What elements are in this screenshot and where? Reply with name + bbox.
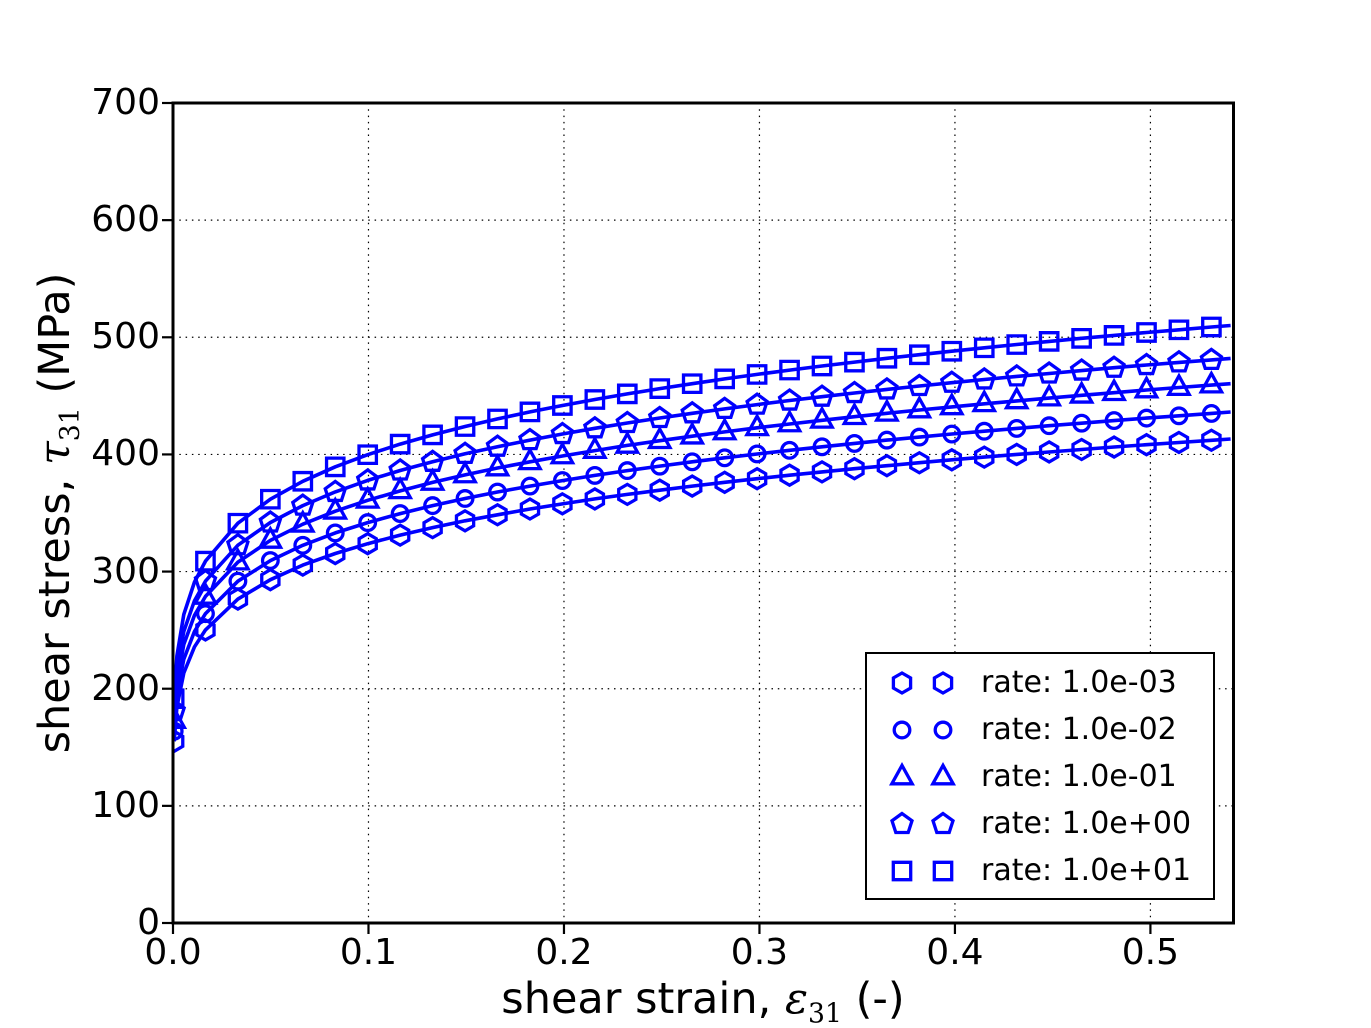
legend-marker-pair-icon (890, 810, 955, 834)
y-tick-label: 400 (91, 433, 160, 475)
y-tick-label: 100 (91, 784, 160, 826)
legend-item: rate: 1.0e-01 (867, 753, 1213, 800)
y-tick-label: 300 (91, 550, 160, 592)
series-markers-1.0e-02 (171, 403, 1221, 741)
series-group (171, 316, 1231, 754)
epsilon-symbol: ε (784, 974, 809, 1024)
y-tick-label: 700 (91, 82, 160, 123)
x-tick-label: 0.0 (144, 932, 202, 973)
series-line-1.0e-01 (172, 381, 1231, 721)
x-tick-label: 0.4 (926, 932, 984, 973)
series-line-1.0e-02 (172, 410, 1231, 732)
series-markers-1.0e+01 (171, 316, 1222, 710)
series-line-1.0e-03 (172, 437, 1231, 742)
x-axis-unit: (-) (841, 974, 905, 1024)
legend-marker-pair-icon (891, 860, 954, 881)
legend-item: rate: 1.0e+01 (867, 847, 1213, 894)
legend-marker-pair-icon (891, 670, 954, 695)
x-axis-label-text: shear strain, (501, 974, 785, 1024)
y-tick-label: 600 (91, 199, 160, 241)
legend-label: rate: 1.0e+01 (981, 853, 1192, 888)
legend-label: rate: 1.0e+00 (981, 806, 1192, 841)
legend-item: rate: 1.0e-03 (867, 659, 1213, 706)
y-tick-label: 200 (91, 667, 160, 709)
x-tick-label: 0.2 (535, 932, 593, 973)
y-axis-label-text: shear stress, (30, 464, 81, 754)
legend-item: rate: 1.0e+00 (867, 800, 1213, 847)
series-markers-1.0e-03 (171, 428, 1222, 754)
x-tick-label: 0.3 (730, 932, 789, 973)
epsilon-subscript: 31 (808, 998, 842, 1028)
x-axis-label: shear strain, ε31 (-) (501, 974, 904, 1028)
legend-label: rate: 1.0e-02 (981, 712, 1177, 747)
legend-label: rate: 1.0e-01 (981, 759, 1177, 794)
legend-marker-pair-icon (892, 720, 953, 739)
series-line-1.0e+00 (172, 356, 1231, 712)
y-tick-label: 0 (137, 902, 160, 943)
series-markers-1.0e+00 (171, 347, 1224, 722)
legend-marker-pair-icon (888, 761, 957, 785)
legend: rate: 1.0e-03 rate: 1.0e-02 rate: 1.0e-0… (865, 652, 1215, 900)
series-line-1.0e+01 (172, 323, 1231, 699)
legend-label: rate: 1.0e-03 (981, 665, 1177, 700)
x-tick-label: 0.1 (339, 932, 398, 973)
x-tick-label: 0.5 (1121, 932, 1180, 973)
axes-frame (171, 101, 1235, 925)
y-tick-label: 500 (91, 316, 160, 358)
legend-item: rate: 1.0e-02 (867, 706, 1213, 753)
